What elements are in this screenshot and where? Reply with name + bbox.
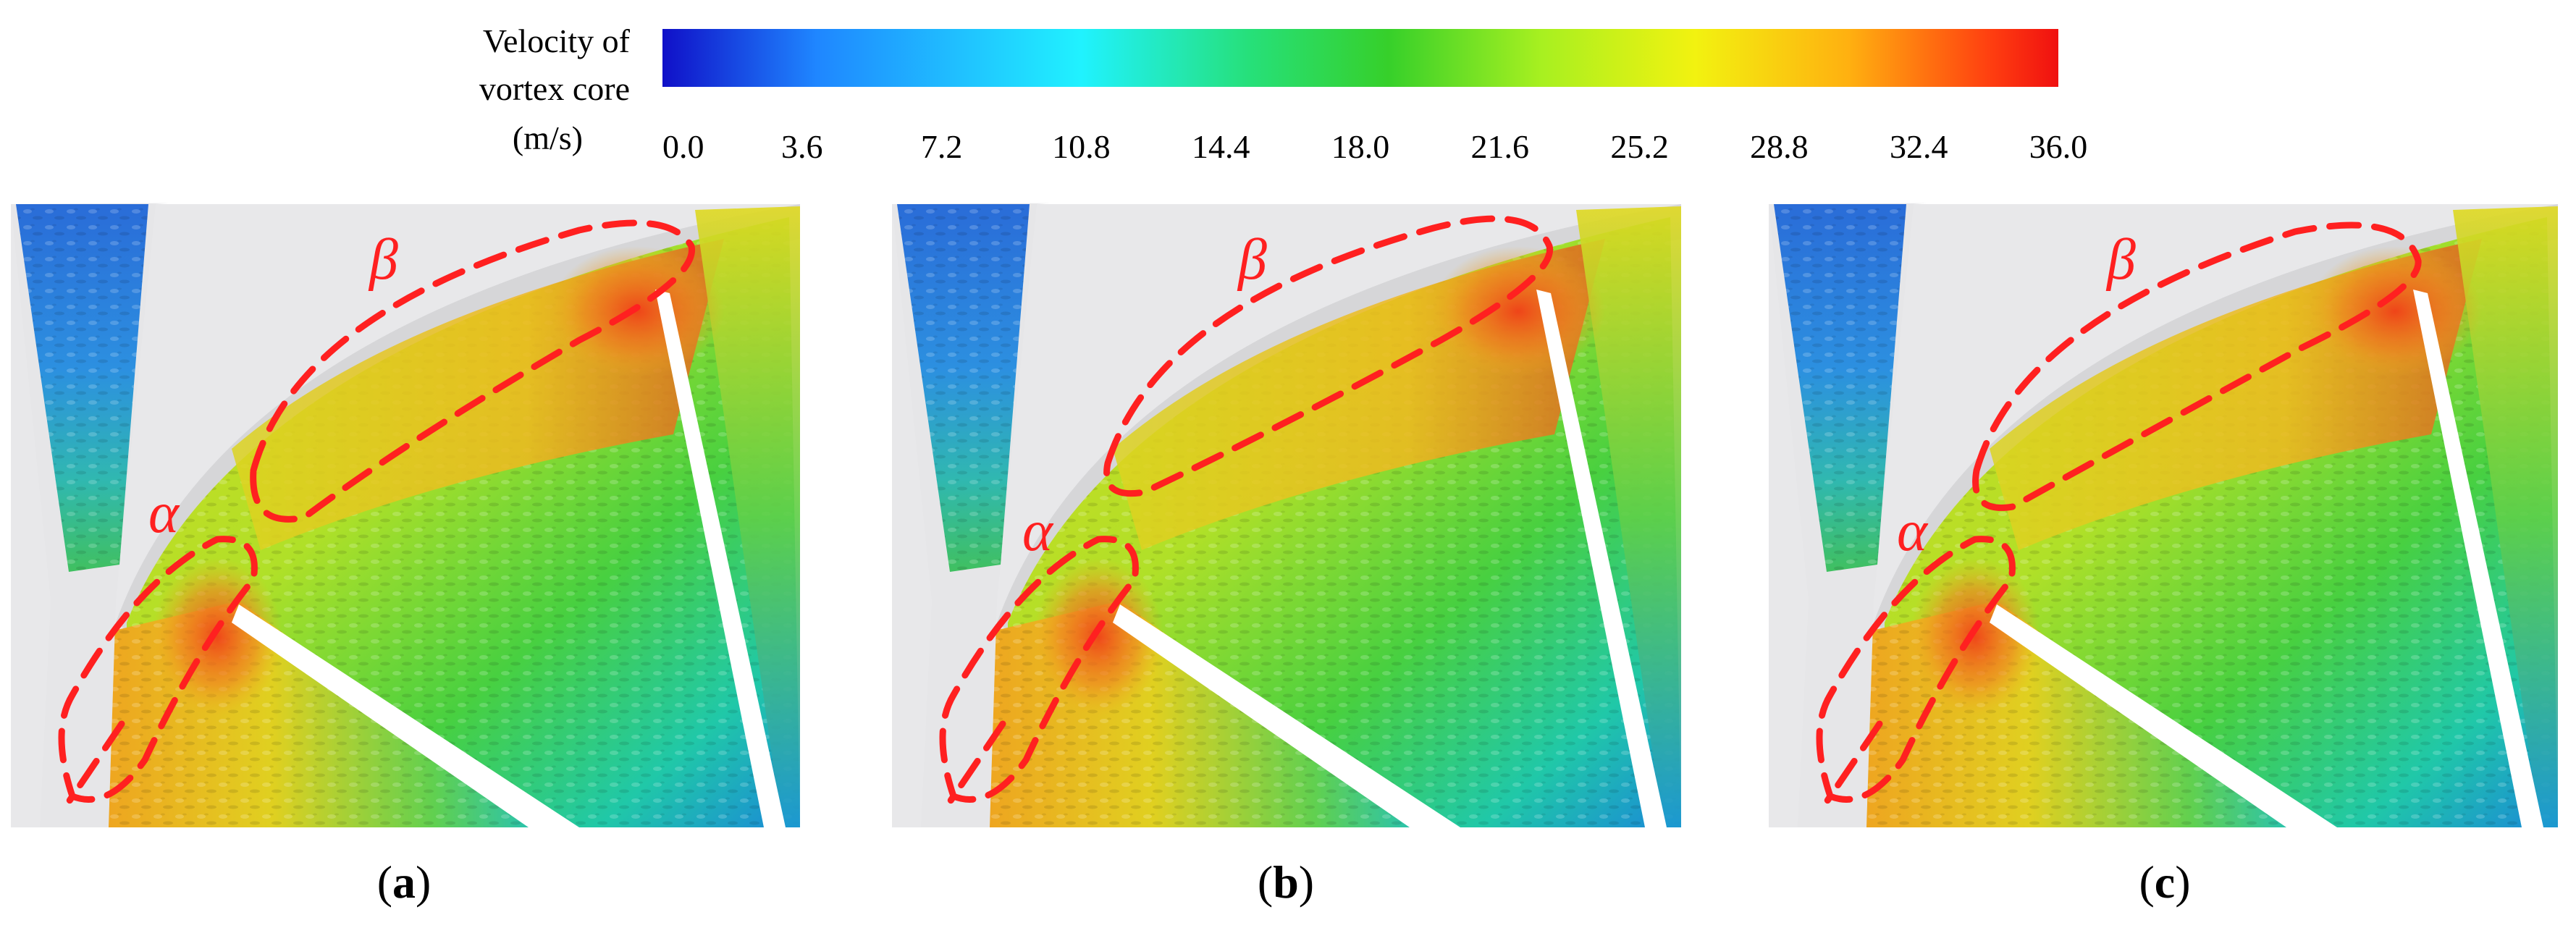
beta-region-outline-a [250, 219, 696, 523]
colorbar-tick-label: 21.6 [1471, 128, 1530, 165]
colorbar-tick-label: 7.2 [921, 128, 963, 165]
colorbar-title-line-2: vortex core [479, 70, 630, 107]
colorbar-tick-label: 25.2 [1610, 128, 1669, 165]
alpha-label-b: α [1022, 499, 1054, 563]
colorbar: Velocity of vortex core (m/s) 0.0 3.6 7.2 1… [479, 22, 2087, 165]
colorbar-gradient [662, 29, 2058, 87]
panel-c [1769, 181, 2558, 827]
alpha-region-outline-a [58, 536, 258, 804]
colorbar-tick-label: 36.0 [2029, 128, 2088, 165]
panel-label-b: (b) [1258, 856, 1314, 908]
alpha-region-outline-c [1816, 536, 2016, 804]
beta-region-outline-b [1103, 215, 1554, 497]
colorbar-tick-label: 32.4 [1890, 128, 1948, 165]
panel-b [892, 181, 1681, 827]
colorbar-tick-label: 28.8 [1750, 128, 1809, 165]
alpha-label-a: α [148, 481, 180, 545]
beta-region-outline-c [1972, 222, 2422, 511]
colorbar-ticks: 0.0 3.6 7.2 10.8 14.4 18.0 21.6 25.2 28.8 32.4 36.… [662, 128, 2087, 165]
beta-label-b: β [1237, 228, 1267, 292]
colorbar-tick-label: 0.0 [662, 128, 704, 165]
panel-label-a: (a) [377, 856, 432, 908]
colorbar-tick-label: 10.8 [1052, 128, 1111, 165]
colorbar-title-line-3: (m/s) [513, 119, 583, 156]
alpha-region-outline-b [939, 536, 1139, 804]
beta-label-a: β [368, 228, 398, 292]
panel-label-c: (c) [2139, 856, 2190, 908]
colorbar-tick-label: 18.0 [1331, 128, 1390, 165]
panel-a [11, 181, 800, 827]
colorbar-tick-label: 14.4 [1192, 128, 1250, 165]
colorbar-title-line-1: Velocity of [483, 22, 631, 59]
colorbar-tick-label: 3.6 [781, 128, 823, 165]
alpha-label-c: α [1897, 499, 1929, 563]
beta-label-c: β [2105, 228, 2136, 292]
